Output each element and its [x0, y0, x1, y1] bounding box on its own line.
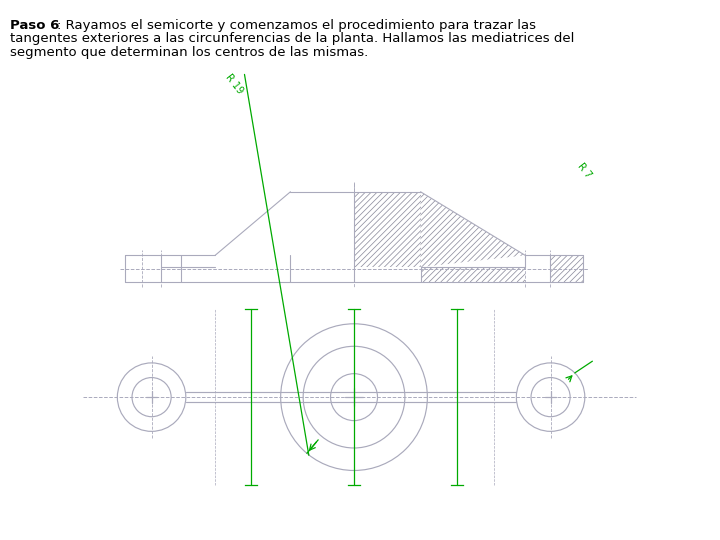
Text: segmento que determinan los centros de las mismas.: segmento que determinan los centros de l… — [10, 46, 368, 59]
Text: R 7: R 7 — [575, 161, 593, 180]
Text: : Rayamos el semicorte y comenzamos el procedimiento para trazar las: : Rayamos el semicorte y comenzamos el p… — [57, 19, 536, 32]
Text: R 19: R 19 — [223, 72, 245, 96]
Text: Paso 6: Paso 6 — [10, 19, 59, 32]
Text: tangentes exteriores a las circunferencias de la planta. Hallamos las mediatrice: tangentes exteriores a las circunferenci… — [10, 32, 574, 45]
